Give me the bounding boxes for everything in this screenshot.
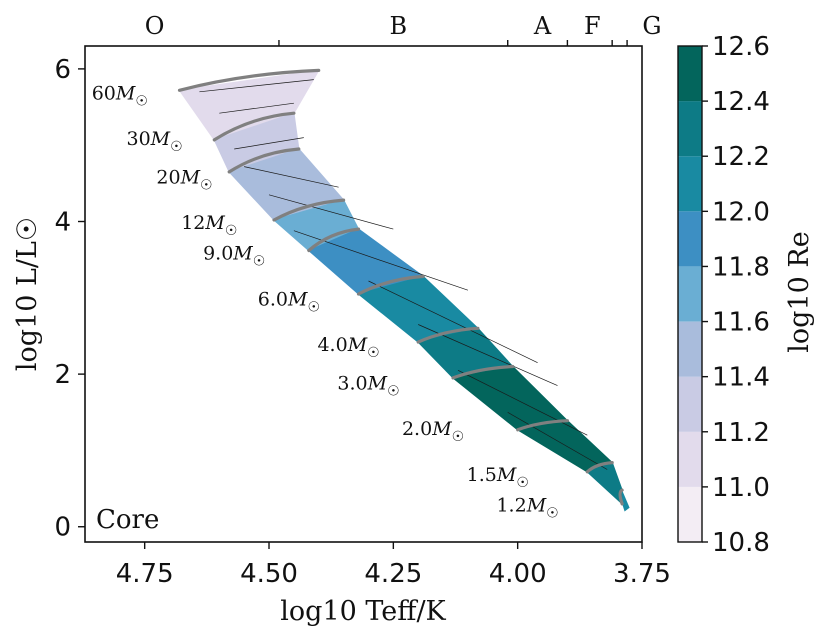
spectral-class-B: B: [389, 12, 407, 40]
colorbar-tick-label: 12.2: [712, 142, 770, 172]
contour-line: [268, 194, 394, 230]
colorbar-swatch: [678, 101, 702, 157]
colorbar-tick-label: 10.8: [712, 528, 770, 558]
spectral-class-A: A: [533, 12, 552, 40]
track-30M: [212, 111, 296, 142]
x-tick-label: 3.75: [613, 559, 671, 589]
colorbar-swatch: [678, 321, 702, 377]
mass-label-1p5M: 1.5M☉: [467, 464, 529, 491]
track-4p0M: [416, 326, 480, 344]
contour-line: [234, 137, 304, 150]
mass-label-4p0M: 4.0M☉: [317, 334, 379, 361]
band-segment: [451, 365, 569, 431]
mass-label-3p0M: 3.0M☉: [337, 372, 399, 399]
colorbar-swatch: [678, 376, 702, 432]
colorbar-swatch: [678, 431, 702, 487]
colorbar: 10.8 11.0 11.2 11.4 11.6 11.8 12.0 12.2 12.4 12.6: [677, 32, 770, 558]
y-tick-label: 2: [54, 360, 71, 390]
mass-label-12M: 12M☉: [181, 212, 237, 239]
colorbar-tick-label: 12.4: [712, 87, 770, 117]
track-6p0M: [356, 274, 425, 296]
x-tick-label: 4.00: [489, 559, 547, 589]
x-tick-label: 4.50: [240, 559, 298, 589]
main-sequence-band: [178, 69, 630, 512]
spectral-class-F: F: [584, 12, 601, 40]
colorbar-tick-label: 12.6: [712, 32, 770, 62]
track-12M: [272, 198, 346, 222]
y-tick-label: 4: [54, 208, 71, 238]
track-3p0M: [451, 364, 515, 380]
colorbar-frame: [677, 45, 703, 543]
mass-label-20M: 20M☉: [156, 166, 212, 193]
colorbar-swatch: [678, 156, 702, 212]
contour-line: [457, 369, 588, 436]
colorbar-label: log10 Re: [784, 231, 815, 352]
contour-line: [199, 79, 314, 93]
contour-line: [507, 411, 608, 470]
y-axis-label: log10 L/L☉: [12, 217, 43, 371]
band-segment: [622, 490, 630, 512]
panel-label: Core: [96, 505, 159, 535]
track-20M: [227, 147, 301, 174]
colorbar-tick-label: 11.8: [712, 252, 770, 282]
colorbar-swatch: [678, 266, 702, 322]
track-1p2M: [618, 488, 624, 506]
colorbar-tick-label: 11.6: [712, 308, 770, 338]
mass-label-60M: 60M☉: [92, 82, 148, 109]
colorbar-swatch: [678, 486, 702, 542]
colorbar-swatch: [678, 211, 702, 267]
mass-labels: 60M☉ 30M☉ 20M☉ 12M☉ 9.0M☉ 6.0M☉ 4.0M☉ 3.0M☉2.0M…: [92, 82, 559, 521]
x-axis-ticks: 4.75 4.50 4.25 4.00 3.75: [116, 542, 671, 589]
x-tick-label: 4.25: [364, 559, 422, 589]
mass-label-2p0M: 2.0M☉: [402, 418, 464, 445]
evolution-tracks: [177, 68, 624, 506]
spectral-class-G: G: [642, 12, 661, 40]
mass-label-1p2M: 1.2M☉: [496, 495, 558, 522]
contour-line: [219, 102, 294, 114]
colorbar-tick-label: 11.2: [712, 418, 770, 448]
track-2p0M: [516, 419, 569, 432]
track-9p0M: [307, 227, 361, 253]
colorbar-swatch: [678, 46, 702, 102]
track-1p5M: [585, 461, 614, 474]
y-axis-ticks: 0 2 4 6: [54, 55, 85, 543]
mass-label-6p0M: 6.0M☉: [258, 288, 320, 315]
x-tick-label: 4.75: [116, 559, 174, 589]
re-contour-lines: [199, 79, 608, 470]
contour-line: [368, 280, 538, 364]
x-axis-label: log10 Teff/K: [280, 596, 446, 627]
track-60M: [177, 68, 321, 92]
y-tick-label: 6: [54, 55, 71, 85]
y-tick-label: 0: [54, 513, 71, 543]
plot-frame: [84, 45, 643, 543]
mass-label-30M: 30M☉: [126, 128, 182, 155]
colorbar-tick-label: 11.0: [712, 473, 770, 503]
spectral-class-O: O: [145, 12, 165, 40]
contour-line: [244, 166, 339, 188]
mass-label-9p0M: 9.0M☉: [203, 243, 265, 270]
colorbar-tick-label: 12.0: [712, 197, 770, 227]
colorbar-tick-label: 11.4: [712, 363, 770, 393]
